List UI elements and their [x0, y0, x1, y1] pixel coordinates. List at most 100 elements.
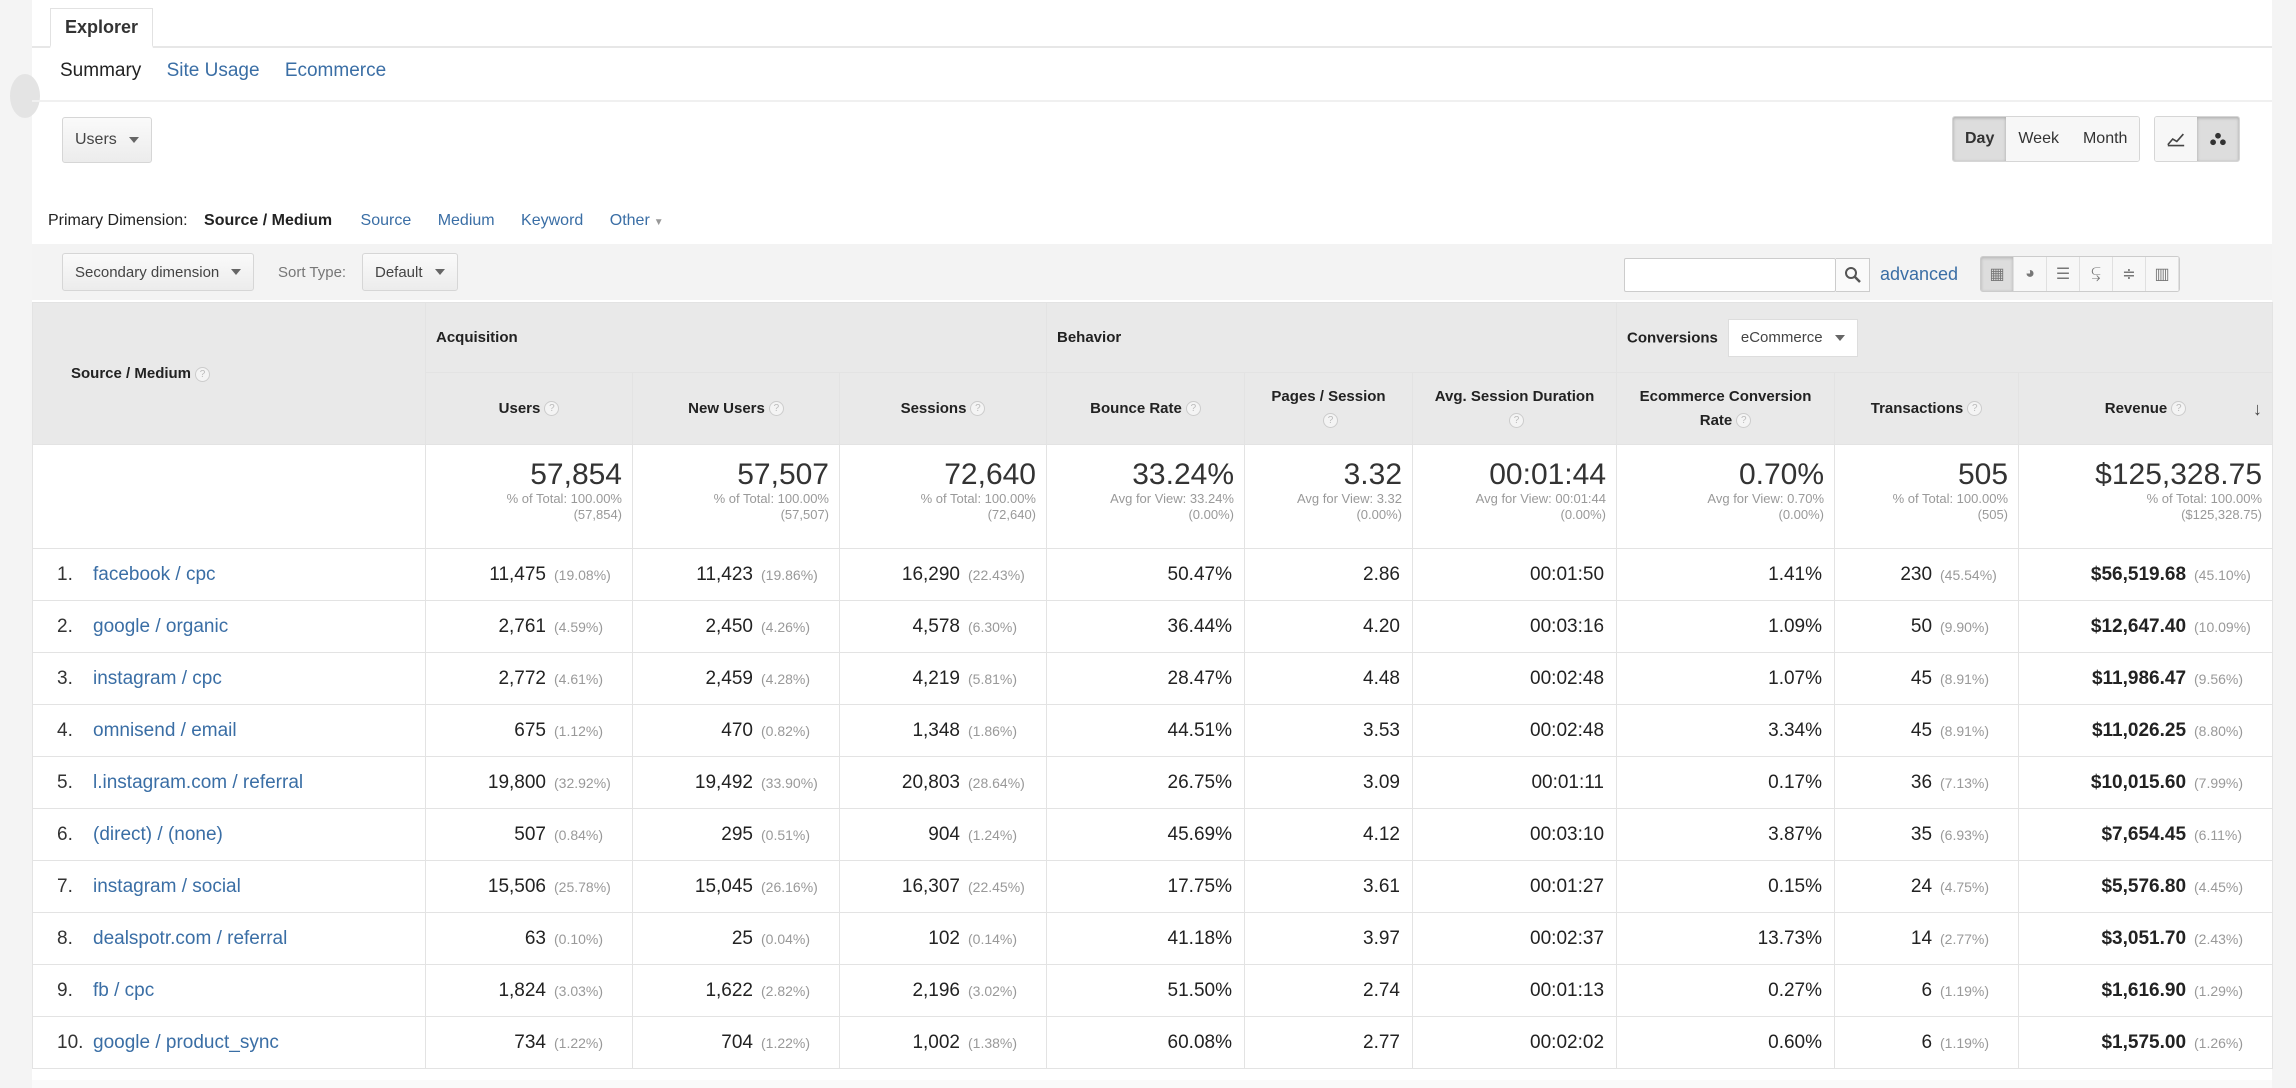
table-row: 8. dealspotr.com / referral 63 (0.10%) 25 (0.…	[32, 912, 2274, 965]
dimension-keyword-link[interactable]: Keyword	[521, 212, 584, 229]
dimension-other-link[interactable]: Other ▼	[610, 212, 664, 229]
row-pages-session: 2.77	[1244, 1016, 1413, 1069]
table-row: 9. fb / cpc 1,824 (3.03%) 1,622 (2.82%) 2,196(…	[32, 964, 2274, 1017]
advanced-filter-link[interactable]: advanced	[1880, 264, 1959, 284]
line-chart-icon[interactable]	[2155, 117, 2197, 161]
table-row: 5. l.instagram.com / referral 19,800 (32.92…	[32, 756, 2274, 809]
help-icon[interactable]: ?	[1323, 413, 1338, 429]
row-source-link[interactable]: google / product_sync	[93, 1031, 279, 1053]
col-source-medium-label: Source / Medium	[71, 365, 192, 382]
row-index: 1.	[57, 563, 73, 585]
col-transactions-header[interactable]: Transactions?	[1834, 372, 2020, 445]
col-conversion-rate-header[interactable]: Ecommerce Conversion Rate?	[1616, 372, 1836, 445]
term-cloud-view-icon[interactable]: ≑	[2113, 257, 2146, 291]
data-table: Source / Medium? Acquisition Behavior Co…	[32, 302, 2274, 1069]
total-transactions: 505% of Total: 100.00% (505)	[1834, 444, 2020, 549]
dimension-medium-link[interactable]: Medium	[437, 212, 495, 229]
search-button[interactable]	[1836, 258, 1870, 292]
motion-chart-icon[interactable]	[2197, 117, 2239, 161]
row-bounce-rate: 28.47%	[1046, 652, 1245, 705]
help-icon[interactable]: ?	[768, 401, 784, 417]
totals-row: 57,854% of Total: 100.00% (57,854) 57,507…	[32, 444, 2274, 549]
pie-view-icon[interactable]: ◕	[2014, 257, 2047, 291]
row-users: 2,761 (4.59%)	[425, 600, 633, 653]
col-pages-session-header[interactable]: Pages / Session?	[1244, 372, 1413, 445]
row-pages-session: 4.12	[1244, 808, 1413, 861]
comparison-view-icon[interactable]: ⥹	[2080, 257, 2113, 291]
metric-select[interactable]: Users	[62, 117, 152, 163]
row-new-users: 470 (0.82%)	[632, 704, 840, 757]
row-conversion-rate: 0.17%	[1616, 756, 1836, 809]
help-icon[interactable]: ?	[1509, 413, 1524, 429]
row-sessions: 16,307 (22.45%)	[839, 860, 1047, 913]
row-source-link[interactable]: l.instagram.com / referral	[93, 771, 304, 793]
divider	[32, 100, 2272, 102]
help-icon[interactable]: ?	[1967, 401, 1983, 417]
conversions-select[interactable]: eCommerce	[1727, 318, 1858, 357]
tab-explorer[interactable]: Explorer	[50, 8, 154, 48]
total-new-users: 57,507% of Total: 100.00% (57,507)	[632, 444, 840, 549]
row-source-link[interactable]: instagram / cpc	[93, 667, 222, 689]
row-source-cell: 2. google / organic	[32, 600, 426, 653]
col-avg-duration-header[interactable]: Avg. Session Duration?	[1411, 372, 1618, 445]
dimension-source-link[interactable]: Source	[360, 212, 412, 229]
total-conversion-rate: 0.70% Avg for View: 0.70% (0.00%)	[1616, 444, 1836, 549]
row-users: 11,475 (19.08%)	[425, 548, 633, 601]
help-icon[interactable]: ?	[1736, 413, 1752, 429]
col-users-header[interactable]: Users?	[425, 372, 633, 445]
row-revenue: $56,519.68 (45.10%)	[2018, 548, 2274, 601]
row-source-link[interactable]: (direct) / (none)	[93, 823, 223, 845]
row-source-link[interactable]: google / organic	[93, 615, 229, 637]
subtab-summary[interactable]: Summary	[60, 60, 142, 81]
secondary-dimension-select[interactable]: Secondary dimension	[62, 253, 255, 291]
row-sessions: 1,002 (1.38%)	[839, 1016, 1047, 1069]
row-source-link[interactable]: instagram / social	[93, 875, 241, 897]
row-revenue: $11,986.47 (9.56%)	[2018, 652, 2274, 705]
side-handle[interactable]	[10, 74, 40, 118]
row-source-link[interactable]: facebook / cpc	[93, 563, 216, 585]
col-source-medium-header[interactable]: Source / Medium?	[32, 302, 426, 445]
help-icon[interactable]: ?	[195, 366, 211, 382]
row-avg-duration: 00:01:27	[1411, 860, 1618, 913]
pivot-view-icon[interactable]: ▥	[2146, 257, 2179, 291]
row-index: 8.	[57, 927, 73, 949]
period-selector: Day Week Month	[1952, 116, 2141, 162]
col-revenue-header[interactable]: Revenue? ↓	[2018, 372, 2274, 445]
sort-type-select[interactable]: Default	[362, 253, 458, 291]
table-search-input[interactable]	[1624, 258, 1836, 292]
sort-desc-icon[interactable]: ↓	[2253, 399, 2263, 419]
chevron-down-icon	[1834, 334, 1845, 341]
subtab-ecommerce[interactable]: Ecommerce	[284, 60, 387, 81]
help-icon[interactable]: ?	[1185, 401, 1201, 417]
help-icon[interactable]: ?	[2171, 401, 2187, 417]
row-source-link[interactable]: dealspotr.com / referral	[93, 927, 288, 949]
row-conversion-rate: 1.41%	[1616, 548, 1836, 601]
row-source-link[interactable]: fb / cpc	[93, 979, 155, 1001]
col-new-users-header[interactable]: New Users?	[632, 372, 840, 445]
help-icon[interactable]: ?	[544, 401, 560, 417]
row-avg-duration: 00:01:13	[1411, 964, 1618, 1017]
primary-dimension-label: Primary Dimension:	[48, 212, 188, 229]
col-bounce-rate-header[interactable]: Bounce Rate?	[1046, 372, 1245, 445]
row-source-cell: 10. google / product_sync	[32, 1016, 426, 1069]
sort-type-label: Sort Type:	[278, 264, 347, 281]
row-source-cell: 8. dealspotr.com / referral	[32, 912, 426, 965]
chevron-down-icon: ▼	[653, 217, 664, 228]
subtab-site-usage[interactable]: Site Usage	[166, 60, 260, 81]
period-month-button[interactable]: Month	[2070, 117, 2140, 161]
help-icon[interactable]: ?	[970, 401, 986, 417]
col-pages-session-label: Pages / Session	[1271, 387, 1386, 405]
table-view-selector: ▦ ◕ ☰ ⥹ ≑ ▥	[1980, 256, 2180, 292]
performance-view-icon[interactable]: ☰	[2047, 257, 2080, 291]
col-sessions-header[interactable]: Sessions?	[839, 372, 1047, 445]
row-bounce-rate: 17.75%	[1046, 860, 1245, 913]
row-transactions: 230 (45.54%)	[1834, 548, 2020, 601]
row-bounce-rate: 50.47%	[1046, 548, 1245, 601]
data-view-icon[interactable]: ▦	[1981, 257, 2014, 291]
row-sessions: 20,803 (28.64%)	[839, 756, 1047, 809]
row-users: 63 (0.10%)	[425, 912, 633, 965]
period-week-button[interactable]: Week	[2006, 117, 2071, 161]
row-source-link[interactable]: omnisend / email	[93, 719, 237, 741]
period-day-button[interactable]: Day	[1953, 117, 2007, 161]
table-row: 1. facebook / cpc 11,475 (19.08%) 11,423 (19.…	[32, 548, 2274, 601]
